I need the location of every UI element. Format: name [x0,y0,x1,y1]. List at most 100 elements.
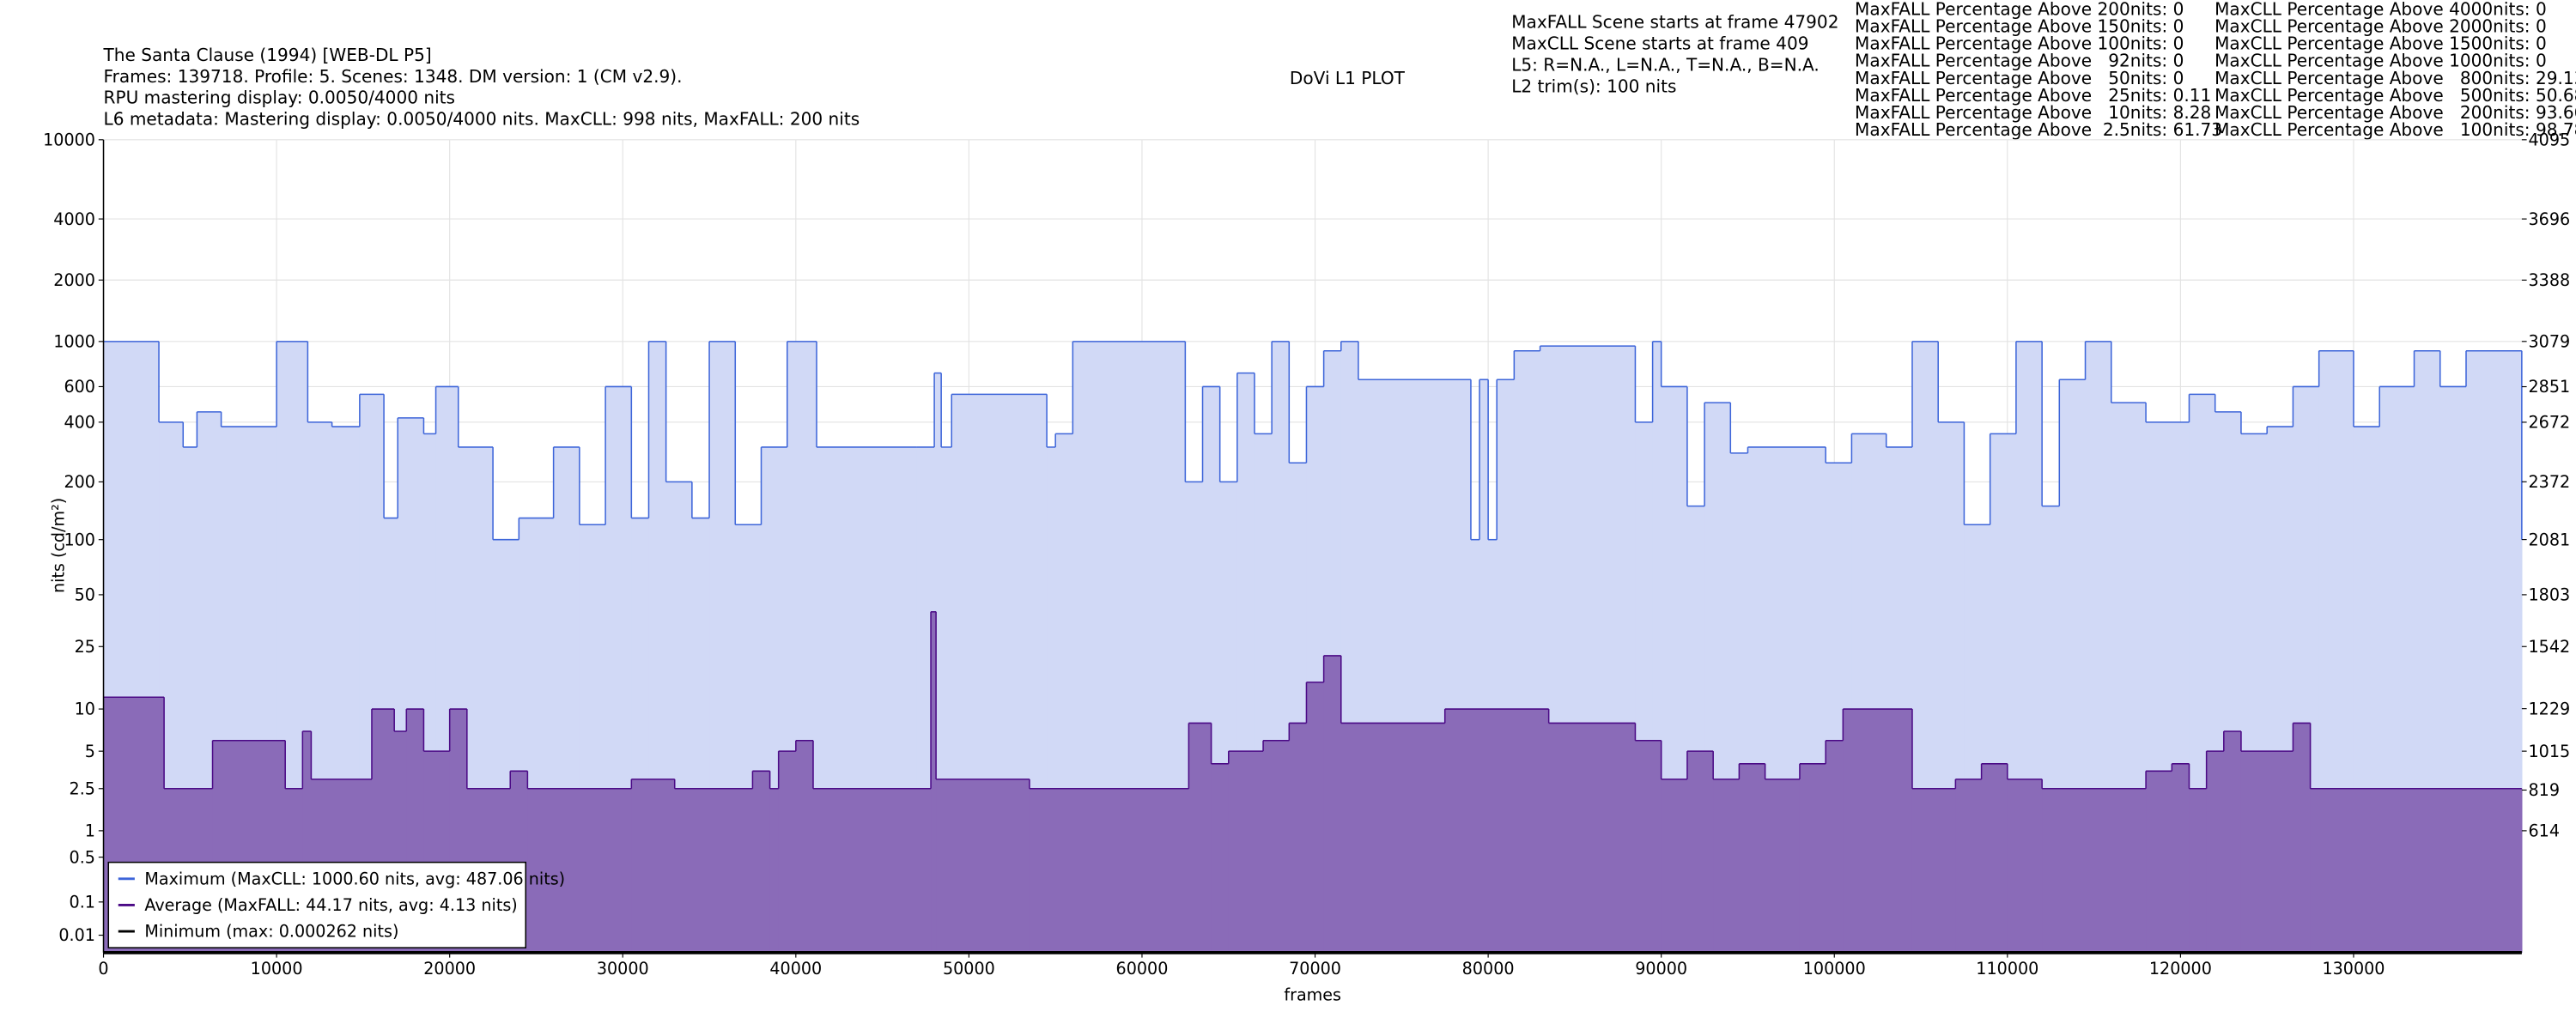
y-tick-label: 400 [64,413,95,433]
area-step [752,771,771,953]
y-tick-label: 5 [85,742,95,761]
y2-tick-label: 1803 [2529,585,2571,605]
legend-label: Maximum (MaxCLL: 1000.60 nits, avg: 487.… [144,869,565,888]
maxfall-percentage: MaxFALL Percentage Above 10nits: 8.28 [1855,102,2211,123]
y-tick-label: 1 [85,821,95,841]
y2-tick-label: 1542 [2529,637,2571,657]
area-step [1955,779,1983,953]
area-step [2189,788,2208,953]
y-tick-label: 600 [64,377,95,397]
x-tick-label: 0 [98,959,108,978]
maxcll-percentage: MaxCLL Percentage Above 800nits: 29.13 [2215,68,2576,88]
y-tick-label: 2000 [53,270,95,290]
area-step [1713,779,1740,953]
y-tick-label: 200 [64,472,95,492]
area-step [1047,446,1056,953]
header-line: L6 metadata: Mastering display: 0.0050/4… [104,109,860,130]
maxfall-percentage: MaxFALL Percentage Above 50nits: 0 [1855,68,2184,88]
y2-tick-label: 2672 [2529,413,2571,433]
area-step [1479,379,1489,953]
area-step [1188,723,1212,953]
area-step [778,751,797,953]
plot-area [103,341,2523,954]
y-tick-label: 10 [75,700,95,719]
header: The Santa Clause (1994) [WEB-DL P5]Frame… [103,0,2576,140]
x-axis-label: frames [1284,985,1341,1004]
header-line: RPU mastering display: 0.0050/4000 nits [104,88,455,108]
maxcll-percentage: MaxCLL Percentage Above 1500nits: 0 [2215,33,2547,54]
y-tick-label: 25 [75,637,95,657]
area-step [934,373,942,953]
maxfall-percentage: MaxFALL Percentage Above 200nits: 0 [1855,0,2184,19]
x-tick-label: 120000 [2149,959,2212,978]
x-tick-label: 130000 [2322,959,2385,978]
y2-tick-label: 2851 [2529,377,2571,397]
area-step [527,788,632,953]
maxfall-percentage: MaxFALL Percentage Above 2.5nits: 61.73 [1855,119,2222,140]
maxcll-percentage: MaxCLL Percentage Above 200nits: 93.66 [2215,102,2576,123]
area-step [1029,788,1189,953]
y2-tick-label: 819 [2529,780,2561,800]
area-step [2042,788,2147,953]
x-tick-label: 40000 [769,959,822,978]
area-step [795,740,814,953]
area-step [631,779,676,953]
maxfall-percentage: MaxFALL Percentage Above 150nits: 0 [1855,16,2184,37]
area-step [936,779,1030,953]
x-tick-label: 20000 [423,959,476,978]
maxcll-percentage: MaxCLL Percentage Above 4000nits: 0 [2215,0,2547,19]
y2-tick-label: 3388 [2529,270,2571,290]
y-tick-label: 10000 [43,130,95,150]
x-tick-label: 100000 [1803,959,1866,978]
area-step [1306,682,1325,953]
area-step [1340,723,1446,953]
area-step [1739,763,1766,953]
area-step [2206,751,2225,953]
area-step [1911,788,1956,953]
area-step [812,788,932,953]
area-step [1444,709,1550,953]
y2-tick-label: 1015 [2529,742,2571,761]
y2-tick-label: 3696 [2529,209,2571,229]
y-tick-label: 2.5 [70,779,95,798]
maxcll-percentage: MaxCLL Percentage Above 2000nits: 0 [2215,16,2547,37]
x-tick-label: 90000 [1635,959,1687,978]
maxcll-percentage: MaxCLL Percentage Above 100nits: 98.78 [2215,119,2576,140]
legend-label: Average (MaxFALL: 44.17 nits, avg: 4.13 … [144,895,517,915]
area-step [769,788,780,953]
info-line: MaxCLL Scene starts at frame 409 [1511,33,1808,54]
area-step [1826,740,1844,953]
y2-tick-label: 1229 [2529,699,2571,718]
area-step [2310,788,2523,953]
area-step [2521,788,2523,953]
legend-label: Minimum (max: 0.000262 nits) [144,922,398,942]
x-tick-label: 70000 [1289,959,1341,978]
area-step [1661,779,1688,953]
area-step [2223,730,2242,953]
area-step [1765,779,1801,953]
area-step [1981,763,2008,953]
axes: 1000040002000100060040020010050251052.51… [43,130,2570,978]
y2-tick-label: 4095 [2529,130,2571,150]
x-tick-label: 60000 [1116,959,1169,978]
area-step [674,788,754,953]
area-step [2007,779,2043,953]
y-tick-label: 0.1 [70,893,95,912]
header-line: Frames: 139718. Profile: 5. Scenes: 1348… [104,66,683,87]
area-step [1843,709,1913,953]
legend: Maximum (MaxCLL: 1000.60 nits, avg: 487.… [107,861,565,948]
maxfall-percentage: MaxFALL Percentage Above 92nits: 0 [1855,51,2184,71]
y2-tick-label: 2081 [2529,530,2571,549]
area-step [1228,751,1264,953]
y-tick-label: 1000 [53,332,95,352]
y-tick-label: 50 [75,585,95,605]
area-step [1323,655,1342,953]
x-tick-label: 80000 [1462,959,1515,978]
info-line: L5: R=N.A., L=N.A., T=N.A., B=N.A. [1511,54,1820,75]
area-step [1652,341,1662,953]
x-tick-label: 30000 [597,959,649,978]
x-tick-label: 110000 [1976,959,2038,978]
chart-title: DoVi L1 PLOT [1290,68,1406,88]
y-axis-label: nits (cd/m²) [49,498,69,593]
